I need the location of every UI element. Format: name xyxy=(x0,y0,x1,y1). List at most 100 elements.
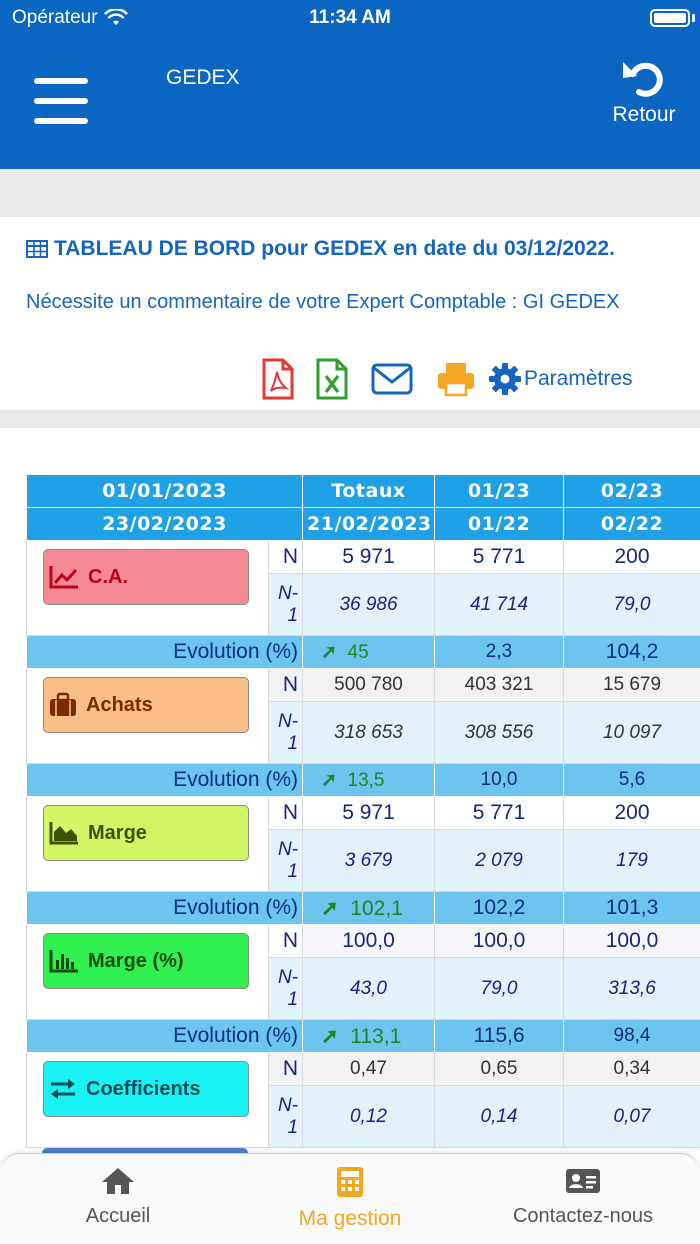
category-button-marge[interactable]: Marge xyxy=(43,805,249,861)
back-button[interactable]: Retour xyxy=(604,56,684,127)
period-start-header[interactable]: 01/01/2023 xyxy=(25,474,304,508)
evolution-label: Evolution (%) xyxy=(25,891,304,925)
cell-value[interactable]: 200 xyxy=(563,540,700,574)
evolution-value: 113,1 xyxy=(350,1024,402,1048)
cell-value[interactable]: 2 079 xyxy=(434,829,565,892)
exchange-icon xyxy=(51,1079,75,1099)
evolution-value[interactable]: 115,6 xyxy=(434,1019,565,1053)
cell-value[interactable]: 36 986 xyxy=(302,573,436,636)
tab-accueil[interactable]: Accueil xyxy=(18,1166,218,1228)
tab-ma-gestion[interactable]: Ma gestion xyxy=(250,1166,450,1231)
trend-up-icon: ➚ xyxy=(321,896,339,920)
next-row-peek xyxy=(26,1140,700,1158)
category-button-marge-pct[interactable]: Marge (%) xyxy=(43,933,249,989)
cell-value[interactable]: 308 556 xyxy=(434,701,565,764)
cell-value[interactable]: 79,0 xyxy=(563,573,700,636)
envelope-icon xyxy=(371,363,413,395)
month-2-header[interactable]: 02/23 xyxy=(563,474,700,508)
tab-label: Ma gestion xyxy=(298,1207,402,1230)
menu-icon[interactable] xyxy=(34,78,88,124)
separator-band xyxy=(0,169,700,217)
cell-value[interactable]: 100,0 xyxy=(302,924,436,958)
email-button[interactable] xyxy=(370,357,414,401)
action-toolbar: Paramètres xyxy=(260,355,633,403)
cell-value[interactable]: 0,34 xyxy=(563,1052,700,1086)
excel-button[interactable] xyxy=(314,357,350,401)
cell-value[interactable]: 5 971 xyxy=(302,540,436,574)
evolution-value: 45 xyxy=(347,641,369,663)
cell-value[interactable]: 0,07 xyxy=(563,1085,700,1148)
cell-value[interactable]: 179 xyxy=(563,829,700,892)
evolution-total[interactable]: ➚ 113,1 xyxy=(302,1019,436,1053)
evolution-value[interactable]: 101,3 xyxy=(563,891,700,925)
evolution-value[interactable]: 2,3 xyxy=(434,635,565,669)
table-row: Coefficients N 0,47 0,65 0,34 xyxy=(26,1052,700,1148)
cell-value[interactable]: 5 771 xyxy=(434,796,565,830)
category-label: C.A. xyxy=(88,565,128,588)
category-button-ca[interactable]: C.A. xyxy=(43,549,249,605)
evolution-value[interactable]: 104,2 xyxy=(563,635,700,669)
n-tag: N xyxy=(267,924,304,958)
cell-value[interactable]: 15 679 xyxy=(563,668,700,702)
totals-date-header[interactable]: 21/02/2023 xyxy=(302,507,436,541)
evolution-total[interactable]: ➚ 45 xyxy=(302,635,436,669)
back-label: Retour xyxy=(612,103,676,126)
tab-bar: Accueil Ma gestion Contactez-nous xyxy=(0,1153,700,1244)
category-button-coefficients[interactable]: Coefficients xyxy=(43,1061,249,1117)
table-header-row-2: 23/02/2023 21/02/2023 01/22 02/22 xyxy=(25,507,700,541)
settings-label: Paramètres xyxy=(524,367,633,390)
table-row: N-1 43,0 79,0 313,6 xyxy=(27,957,700,1020)
print-button[interactable] xyxy=(434,357,478,401)
table-row: N-1 3 679 2 079 179 xyxy=(27,829,700,892)
cell-value[interactable]: 41 714 xyxy=(434,573,565,636)
cell-value[interactable]: 403 321 xyxy=(434,668,565,702)
cell-value[interactable]: 5 971 xyxy=(302,796,436,830)
category-button-achats[interactable]: Achats xyxy=(43,677,249,733)
cell-value[interactable]: 200 xyxy=(563,796,700,830)
category-label: Marge xyxy=(88,821,147,844)
trend-up-icon: ➚ xyxy=(321,641,337,663)
cell-value[interactable]: 318 653 xyxy=(302,701,436,764)
cell-value[interactable]: 43,0 xyxy=(302,957,436,1020)
evolution-total[interactable]: ➚ 102,1 xyxy=(302,891,436,925)
cell-value[interactable]: 5 771 xyxy=(434,540,565,574)
month-1-header[interactable]: 01/23 xyxy=(434,474,565,508)
month-1-prev-header[interactable]: 01/22 xyxy=(434,507,565,541)
cell-value[interactable]: 3 679 xyxy=(302,829,436,892)
totals-header[interactable]: Totaux xyxy=(302,474,436,508)
cell-value[interactable]: 0,65 xyxy=(434,1052,565,1086)
evolution-value[interactable]: 98,4 xyxy=(563,1019,700,1053)
pdf-button[interactable] xyxy=(260,357,296,401)
evolution-label: Evolution (%) xyxy=(25,635,304,669)
cell-value[interactable]: 0,14 xyxy=(434,1085,565,1148)
tab-label: Contactez-nous xyxy=(512,1205,654,1227)
cell-value[interactable]: 79,0 xyxy=(434,957,565,1020)
cell-value[interactable]: 0,12 xyxy=(302,1085,436,1148)
evolution-total[interactable]: ➚ 13,5 xyxy=(302,763,436,797)
table-icon xyxy=(26,240,48,258)
n1-tag: N-1 xyxy=(267,701,304,764)
cell-value[interactable]: 500 780 xyxy=(302,668,436,702)
cell-value[interactable]: 100,0 xyxy=(563,924,700,958)
category-label: Achats xyxy=(86,693,153,716)
table-row: N-1 36 986 41 714 79,0 xyxy=(27,573,700,636)
category-cell: Marge xyxy=(26,796,269,892)
evolution-row: Evolution (%) ➚ 45 2,3 104,2 xyxy=(25,635,700,669)
undo-icon xyxy=(623,62,663,97)
settings-button[interactable]: Paramètres xyxy=(488,357,633,401)
clock: 11:34 AM xyxy=(309,7,391,28)
period-end-header[interactable]: 23/02/2023 xyxy=(25,507,304,541)
dashboard-header: TABLEAU DE BORD pour GEDEX en date du 03… xyxy=(0,217,700,410)
cell-value[interactable]: 100,0 xyxy=(434,924,565,958)
evolution-value[interactable]: 102,2 xyxy=(434,891,565,925)
cell-value[interactable]: 10 097 xyxy=(563,701,700,764)
cell-value[interactable]: 313,6 xyxy=(563,957,700,1020)
evolution-row: Evolution (%) ➚ 113,1 115,6 98,4 xyxy=(25,1019,700,1053)
evolution-value[interactable]: 5,6 xyxy=(563,763,700,797)
bar-chart-icon xyxy=(49,950,78,973)
cell-value[interactable]: 0,47 xyxy=(302,1052,436,1086)
evolution-value[interactable]: 10,0 xyxy=(434,763,565,797)
month-2-prev-header[interactable]: 02/22 xyxy=(563,507,700,541)
evolution-label: Evolution (%) xyxy=(25,1019,304,1053)
tab-contact[interactable]: Contactez-nous xyxy=(483,1166,683,1228)
